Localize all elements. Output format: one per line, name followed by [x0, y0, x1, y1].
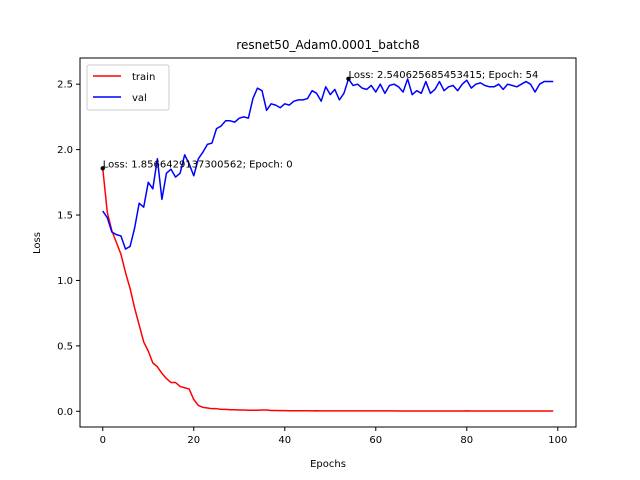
x-axis-label: Epochs: [310, 459, 346, 470]
x-tick-label: 60: [369, 435, 382, 446]
y-tick-label: 2.5: [57, 80, 73, 91]
legend-box: [86, 64, 170, 111]
chart-title: resnet50_Adam0.0001_batch8: [236, 38, 419, 52]
x-tick-label: 100: [548, 435, 567, 446]
plot-area: [102, 78, 554, 412]
y-tick-label: 0.5: [57, 341, 73, 352]
legend-val-label: val: [132, 93, 147, 104]
annotation-point: [100, 166, 105, 171]
annotation-point: [346, 76, 351, 82]
annotation-label: Loss: 2.540625685453415; Epoch: 54: [348, 70, 538, 81]
series-train-line: [102, 168, 554, 412]
x-axis: 0 20 40 60 80 100: [100, 427, 567, 446]
x-tick-label: 0: [100, 435, 106, 446]
axes-frame: [79, 57, 577, 428]
series-val-line: [102, 78, 554, 250]
annotations: Loss: 1.8566429137300562; Epoch: 0 Loss: …: [100, 70, 538, 171]
y-tick-label: 1.0: [57, 276, 73, 287]
x-tick-label: 40: [278, 435, 291, 446]
y-axis-label: Loss: [32, 232, 43, 254]
y-tick-label: 1.5: [57, 211, 73, 222]
x-tick-label: 20: [187, 435, 200, 446]
y-tick-label: 2.0: [57, 145, 73, 156]
legend: train val: [86, 64, 170, 111]
x-tick-label: 80: [460, 435, 473, 446]
y-axis: 0.0 0.5 1.0 1.5 2.0 2.5: [57, 80, 80, 418]
legend-train-label: train: [132, 72, 155, 83]
annotation-label: Loss: 1.8566429137300562; Epoch: 0: [103, 159, 293, 170]
y-tick-label: 0.0: [57, 407, 73, 418]
